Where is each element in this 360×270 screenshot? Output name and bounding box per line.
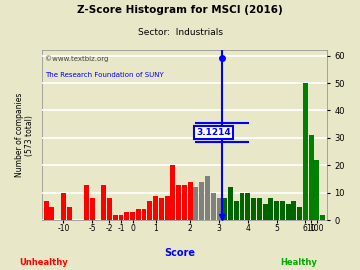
- Bar: [113, 215, 118, 220]
- Bar: [269, 198, 273, 220]
- Bar: [153, 195, 158, 220]
- Bar: [251, 198, 256, 220]
- Bar: [130, 212, 135, 220]
- Bar: [136, 209, 141, 220]
- Bar: [147, 201, 152, 220]
- Bar: [315, 160, 319, 220]
- Y-axis label: Number of companies
(573 total): Number of companies (573 total): [15, 93, 35, 177]
- Bar: [292, 201, 296, 220]
- Text: The Research Foundation of SUNY: The Research Foundation of SUNY: [45, 72, 164, 78]
- Bar: [165, 195, 170, 220]
- Bar: [216, 198, 221, 220]
- Bar: [303, 83, 308, 220]
- Bar: [84, 185, 89, 220]
- Bar: [193, 187, 198, 220]
- Bar: [274, 201, 279, 220]
- Text: Unhealthy: Unhealthy: [19, 258, 68, 267]
- Text: Score: Score: [165, 248, 195, 258]
- Bar: [280, 201, 285, 220]
- Bar: [257, 198, 262, 220]
- Bar: [170, 165, 175, 220]
- Bar: [141, 209, 147, 220]
- Bar: [49, 207, 54, 220]
- Bar: [320, 215, 325, 220]
- Bar: [239, 193, 244, 220]
- Bar: [263, 204, 267, 220]
- Bar: [234, 201, 239, 220]
- Text: Sector:  Industrials: Sector: Industrials: [138, 28, 222, 37]
- Bar: [124, 212, 129, 220]
- Bar: [199, 182, 204, 220]
- Text: 3.1214: 3.1214: [197, 128, 231, 137]
- Bar: [67, 207, 72, 220]
- Bar: [90, 198, 95, 220]
- Bar: [44, 201, 49, 220]
- Bar: [297, 207, 302, 220]
- Bar: [101, 185, 106, 220]
- Bar: [309, 135, 314, 220]
- Bar: [205, 176, 210, 220]
- Bar: [222, 198, 227, 220]
- Text: ©www.textbiz.org: ©www.textbiz.org: [45, 55, 108, 62]
- Bar: [118, 215, 123, 220]
- Bar: [228, 187, 233, 220]
- Bar: [182, 185, 187, 220]
- Bar: [159, 198, 164, 220]
- Text: Healthy: Healthy: [280, 258, 317, 267]
- Bar: [107, 198, 112, 220]
- Bar: [211, 193, 216, 220]
- Bar: [245, 193, 250, 220]
- Bar: [61, 193, 66, 220]
- Bar: [286, 204, 291, 220]
- Text: Z-Score Histogram for MSCI (2016): Z-Score Histogram for MSCI (2016): [77, 5, 283, 15]
- Bar: [176, 185, 181, 220]
- Bar: [188, 182, 193, 220]
